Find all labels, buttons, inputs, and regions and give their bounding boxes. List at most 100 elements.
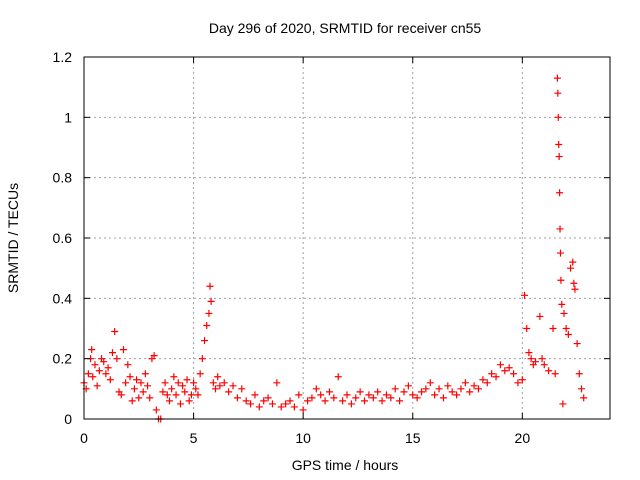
data-point [551, 370, 559, 378]
data-point [117, 391, 125, 399]
data-point [242, 397, 250, 405]
data-point [413, 394, 421, 402]
data-point [135, 394, 143, 402]
data-point [510, 370, 518, 378]
data-point [190, 379, 198, 387]
data-point [89, 373, 97, 381]
data-point [549, 325, 557, 332]
data-point [545, 367, 553, 375]
data-point [192, 385, 200, 393]
data-point [170, 373, 178, 381]
data-point [128, 397, 136, 405]
data-point [144, 382, 152, 390]
data-point [404, 382, 412, 390]
data-point [268, 400, 276, 408]
data-point [556, 225, 564, 233]
data-point [212, 385, 219, 393]
data-point [206, 282, 214, 290]
data-point [325, 388, 333, 396]
data-point [233, 394, 241, 402]
data-point [518, 376, 526, 384]
data-point [196, 370, 204, 378]
data-point [152, 406, 160, 414]
scatter-points [80, 74, 588, 423]
data-point [571, 285, 579, 293]
data-point [536, 312, 544, 320]
y-tick-label: 0.4 [53, 290, 73, 306]
data-point [205, 309, 213, 317]
data-point [126, 373, 134, 381]
data-point [168, 385, 176, 393]
y-axis-label: SRMTID / TECUs [5, 183, 21, 293]
data-point [146, 394, 154, 402]
data-point [391, 385, 399, 393]
data-point [387, 394, 395, 402]
data-point [435, 385, 443, 393]
data-point [431, 391, 439, 399]
data-point [91, 361, 99, 369]
data-point [488, 370, 496, 378]
data-point [553, 74, 561, 82]
data-point [554, 113, 562, 121]
data-point [247, 400, 255, 408]
data-point [418, 388, 426, 396]
data-point [514, 379, 522, 387]
data-point [369, 394, 377, 402]
data-point [470, 382, 478, 390]
x-tick-label: 0 [80, 430, 88, 446]
data-point [225, 388, 233, 396]
data-point [260, 397, 268, 405]
data-point [396, 397, 404, 405]
data-point [102, 370, 110, 378]
chart-title: Day 296 of 2020, SRMTID for receiver cn5… [209, 20, 482, 36]
y-tick-label: 0.8 [53, 170, 73, 186]
data-point [130, 385, 138, 393]
data-point [141, 370, 149, 378]
data-point [312, 385, 320, 393]
data-point [356, 388, 364, 396]
data-point [273, 379, 281, 387]
data-point [124, 361, 132, 369]
data-point [172, 391, 180, 399]
x-tick-label: 20 [515, 430, 531, 446]
data-point [111, 328, 119, 336]
data-point [538, 355, 546, 363]
data-point [382, 391, 390, 399]
data-point [133, 376, 141, 384]
data-point [290, 403, 298, 411]
data-point [100, 358, 108, 366]
data-point [505, 364, 513, 372]
data-point [251, 391, 259, 399]
data-point [444, 382, 452, 390]
y-tick-label: 1.2 [53, 49, 73, 65]
data-point [238, 385, 246, 393]
y-tick-label: 1 [64, 109, 72, 125]
data-point [559, 400, 567, 408]
data-point [122, 379, 130, 387]
data-point [277, 403, 285, 411]
axis-ticks: 0 5 10 15 20 0 0.2 0.4 0.6 0.8 1 1.2 [53, 49, 610, 446]
data-point [108, 349, 116, 357]
data-point [531, 358, 539, 366]
data-point [84, 370, 92, 378]
data-point [165, 397, 173, 405]
data-point [365, 391, 373, 399]
data-point [573, 340, 581, 348]
data-point [555, 140, 563, 148]
data-point [578, 385, 586, 393]
data-point [575, 370, 583, 378]
data-point [209, 379, 217, 387]
data-point [540, 361, 548, 369]
data-point [567, 264, 575, 272]
data-point [569, 258, 577, 266]
data-point [374, 388, 382, 396]
x-tick-label: 5 [190, 430, 198, 446]
y-tick-label: 0 [64, 411, 72, 427]
data-point [139, 388, 147, 396]
data-point [525, 349, 533, 357]
data-point [95, 367, 103, 375]
data-point [216, 382, 224, 390]
data-point [113, 355, 121, 363]
data-point [317, 391, 325, 399]
data-point [304, 397, 312, 405]
